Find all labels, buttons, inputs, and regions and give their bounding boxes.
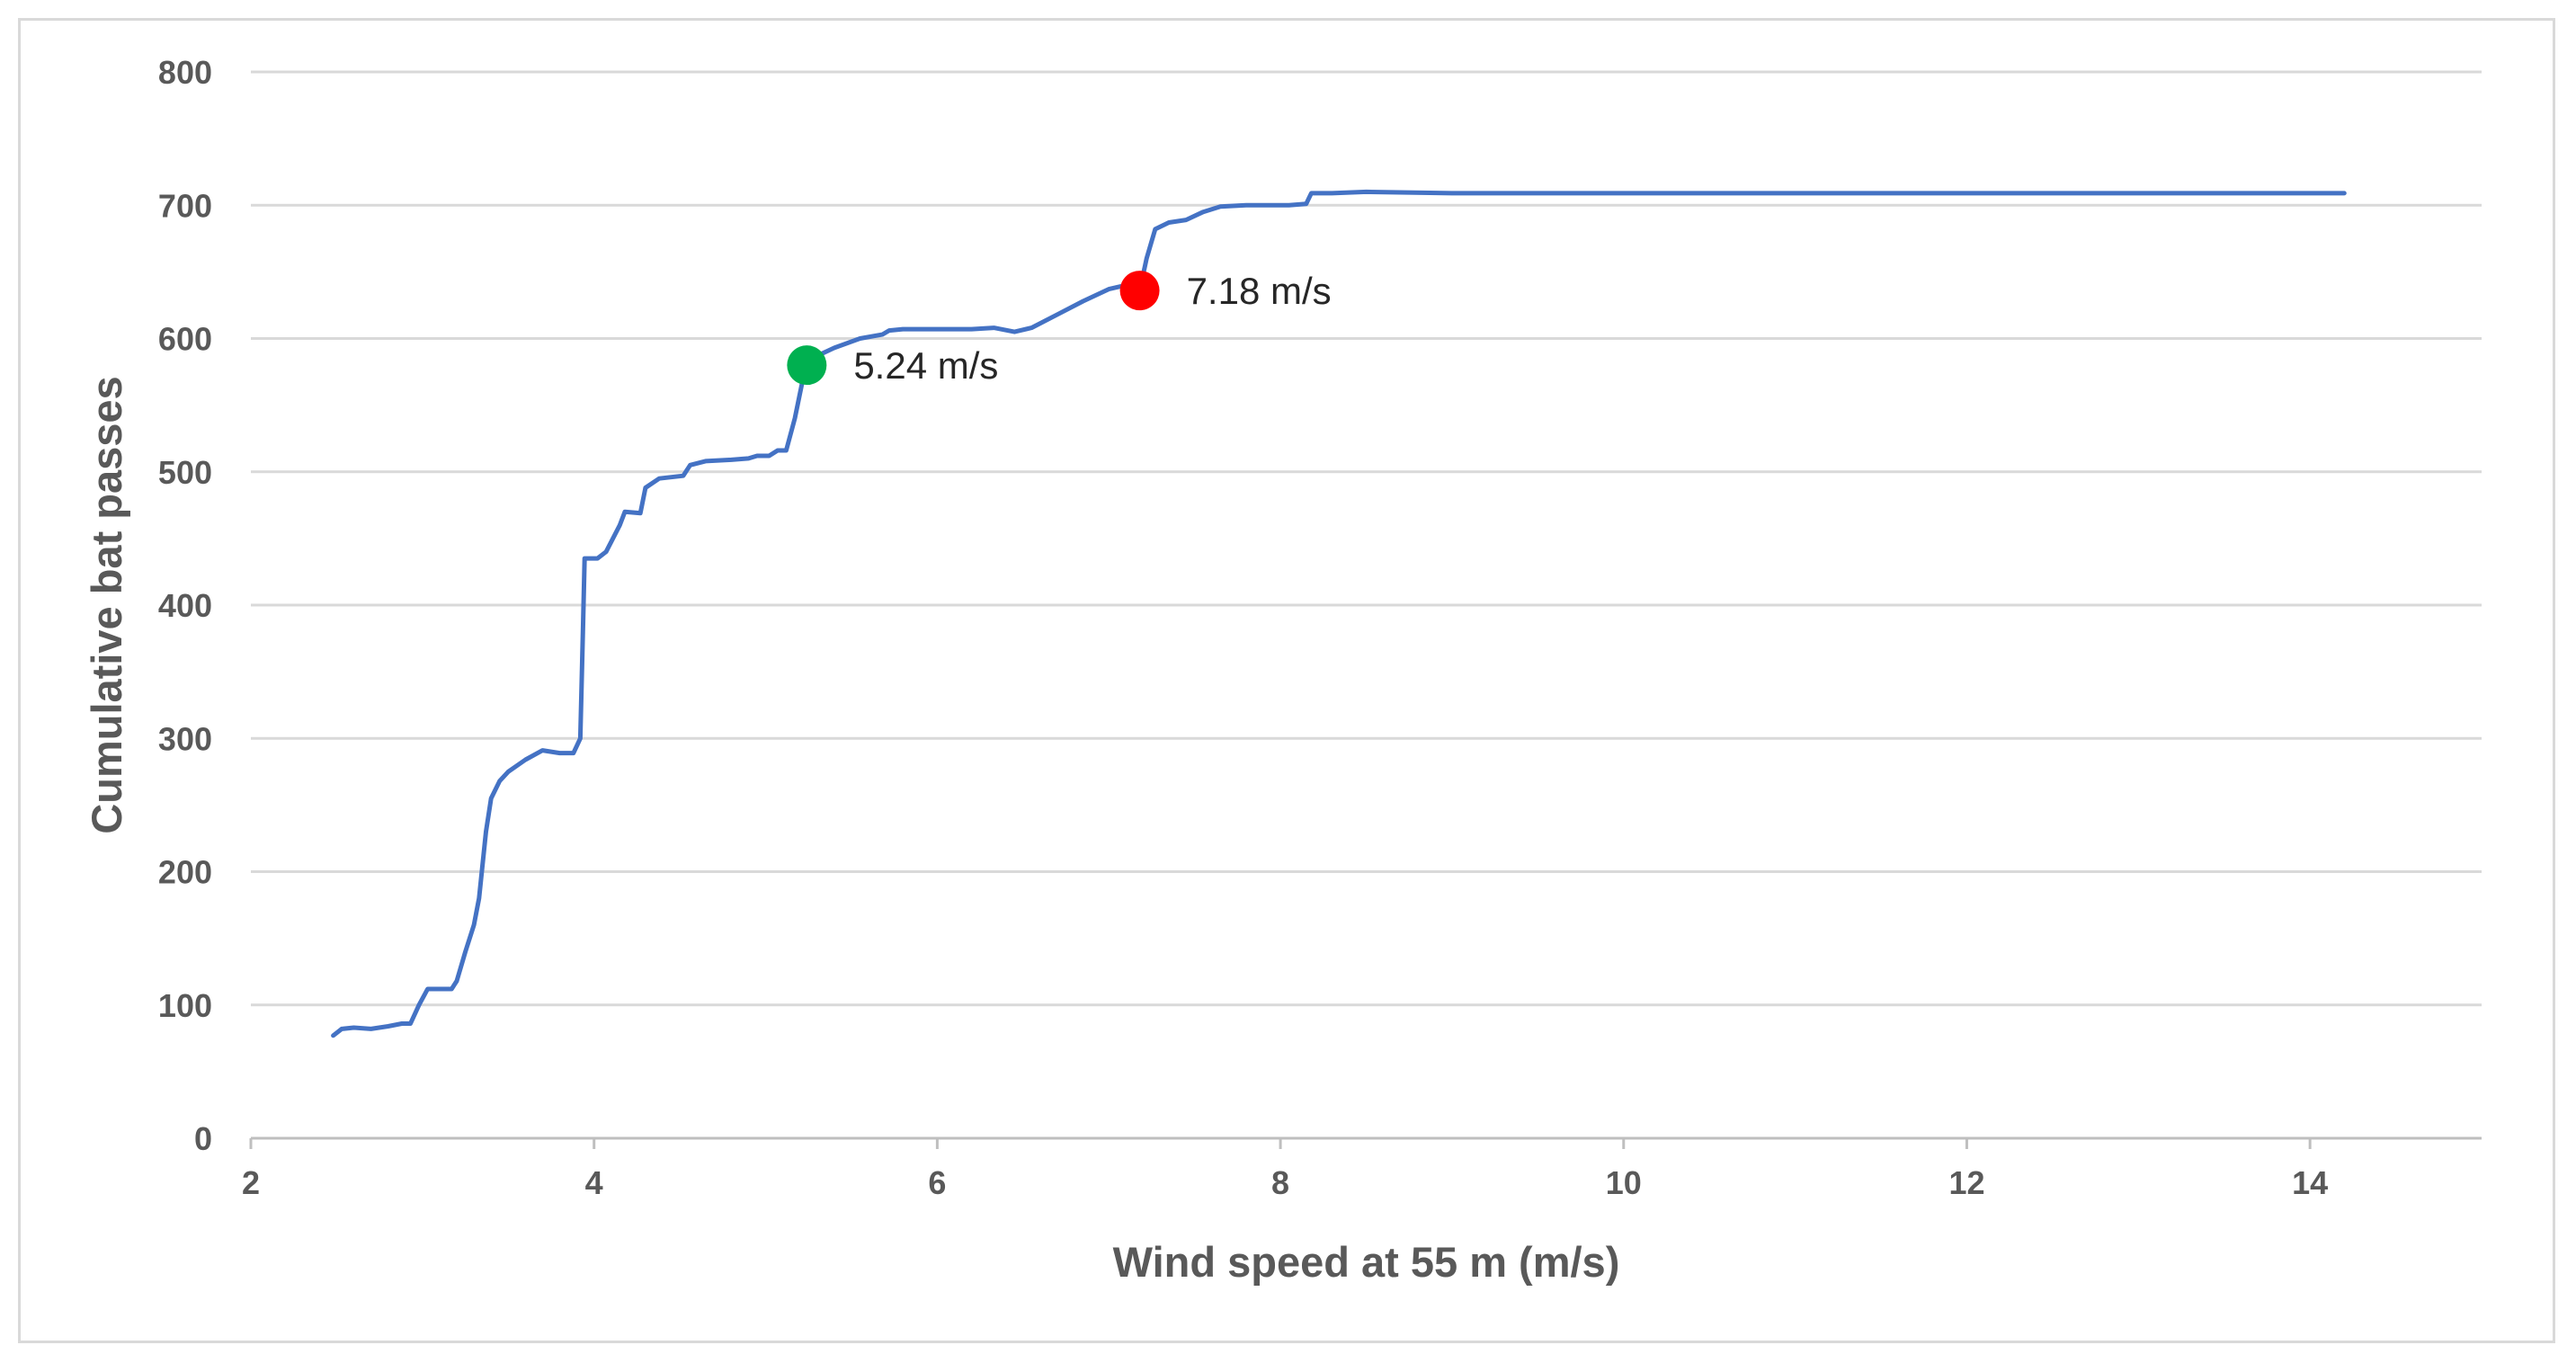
x-tick-label: 10 <box>1606 1164 1642 1201</box>
marker-label-1: 7.18 m/s <box>1187 270 1332 312</box>
x-tick-label: 4 <box>585 1164 603 1201</box>
y-tick-label: 0 <box>194 1120 212 1157</box>
series-group <box>331 189 2347 1038</box>
x-tick-label: 8 <box>1271 1164 1289 1201</box>
chart-frame <box>18 18 2555 1343</box>
x-tick-label: 2 <box>242 1164 260 1201</box>
x-tick-label: 14 <box>2292 1164 2328 1201</box>
y-axis-title: Cumulative bat passes <box>83 376 130 833</box>
y-tick-label: 500 <box>158 454 212 491</box>
marker-point-0 <box>787 345 827 386</box>
series-line-0 <box>331 189 2347 1038</box>
y-tick-label: 400 <box>158 587 212 624</box>
y-tick-label: 100 <box>158 987 212 1024</box>
x-axis-title: Wind speed at 55 m (m/s) <box>1113 1238 1620 1286</box>
x-tick-label: 12 <box>1948 1164 1984 1201</box>
markers-group: 5.24 m/s 7.18 m/s <box>787 270 1332 387</box>
marker-point-1 <box>1119 271 1160 311</box>
y-tick-label: 800 <box>158 54 212 91</box>
y-tick-label: 700 <box>158 187 212 224</box>
y-tick-label: 300 <box>158 720 212 757</box>
y-axis-ticks: 0 100 200 300 400 500 600 700 800 <box>158 54 212 1157</box>
marker-label-0: 5.24 m/s <box>853 344 998 387</box>
y-tick-label: 200 <box>158 854 212 891</box>
y-tick-label: 600 <box>158 321 212 358</box>
x-tick-label: 6 <box>928 1164 946 1201</box>
x-axis-ticks: 2 4 6 8 10 12 14 <box>242 1138 2328 1201</box>
gridlines <box>251 70 2482 1007</box>
